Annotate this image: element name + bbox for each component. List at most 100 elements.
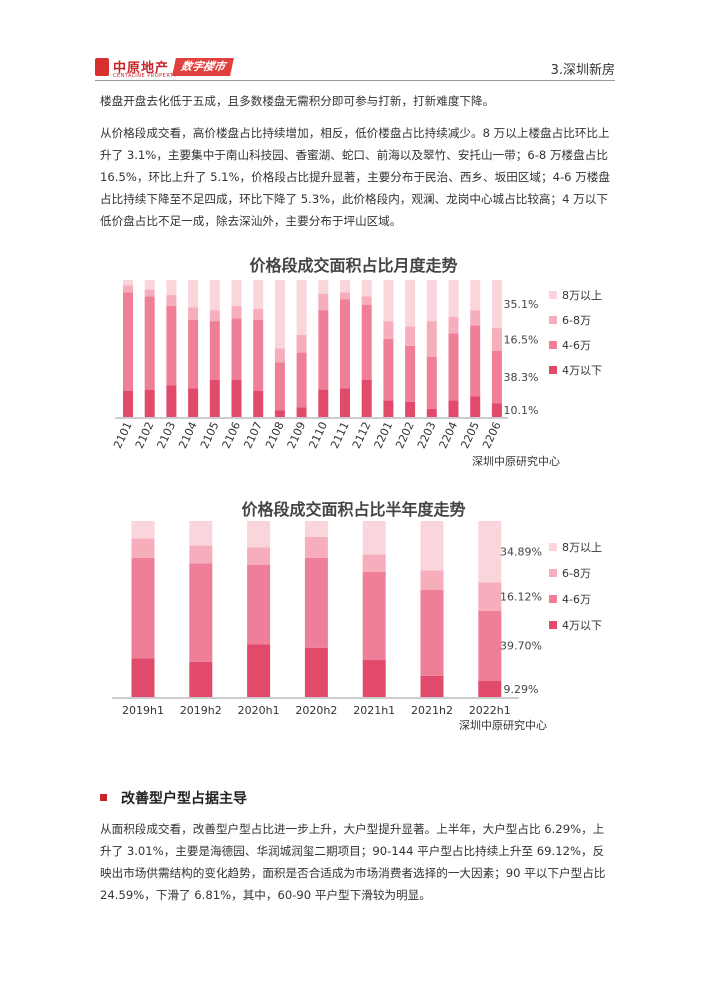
x-tick-label: 2020h2 bbox=[295, 704, 337, 717]
bar-segment bbox=[420, 521, 444, 571]
data-label: 16.12% bbox=[500, 591, 542, 604]
bar-segment bbox=[189, 661, 213, 697]
chart-title-monthly: 价格段成交面积占比月度走势 bbox=[249, 256, 458, 275]
bar-segment bbox=[318, 310, 329, 390]
x-tick-label: 2019h1 bbox=[122, 704, 164, 717]
bar-segment bbox=[131, 538, 155, 558]
bar-segment bbox=[478, 582, 502, 611]
legend-swatch bbox=[549, 595, 557, 603]
bar-segment bbox=[340, 292, 350, 300]
legend-label: 6-8万 bbox=[562, 314, 591, 327]
paragraph-3: 从面积段成交看，改善型户型占比进一步上升，大户型提升显著。上半年，大户型占比 6… bbox=[100, 822, 606, 902]
bar-segment bbox=[123, 292, 133, 391]
bar-segment bbox=[131, 557, 155, 659]
bar-segment bbox=[448, 333, 459, 401]
bar-segment bbox=[340, 388, 350, 417]
bar-segment bbox=[296, 407, 307, 417]
x-tick-label: 2111 bbox=[328, 420, 352, 451]
x-tick-label: 2105 bbox=[198, 420, 222, 451]
paragraph-1: 楼盘开盘去化低于五成，且多数楼盘无需积分即可参与打新，打新难度下降。 bbox=[100, 94, 495, 108]
data-label: 39.70% bbox=[500, 640, 542, 653]
bar-segment bbox=[166, 306, 177, 386]
legend-swatch bbox=[549, 621, 557, 629]
bar-segment bbox=[247, 521, 271, 548]
bar-segment bbox=[188, 280, 199, 308]
bar-segment bbox=[318, 389, 329, 417]
logo-text: 中原地产 bbox=[113, 61, 170, 76]
bar-segment bbox=[362, 521, 386, 555]
bar-segment bbox=[405, 280, 416, 327]
x-tick-label: 2020h1 bbox=[238, 704, 280, 717]
legend-label: 8万以上 bbox=[562, 289, 602, 302]
x-tick-label: 2204 bbox=[437, 420, 461, 451]
bar-segment bbox=[383, 321, 394, 339]
data-label: 10.1% bbox=[504, 404, 539, 417]
bar-segment bbox=[448, 400, 459, 417]
legend-label: 4万以下 bbox=[562, 364, 602, 377]
bar-segment bbox=[274, 280, 285, 349]
bar-segment bbox=[478, 610, 502, 681]
bar-segment bbox=[189, 545, 213, 564]
bar-segment bbox=[405, 326, 416, 346]
bar-segment bbox=[123, 285, 133, 293]
legend-label: 4-6万 bbox=[562, 339, 591, 352]
bar-segment bbox=[188, 388, 199, 417]
legend-swatch bbox=[549, 569, 557, 577]
x-tick-label: 2202 bbox=[393, 420, 417, 451]
x-tick-label: 2019h2 bbox=[180, 704, 222, 717]
bar-segment bbox=[420, 570, 444, 590]
legend-swatch bbox=[549, 543, 557, 551]
x-tick-label: 2021h1 bbox=[353, 704, 395, 717]
header-divider bbox=[95, 80, 615, 81]
bar-segment bbox=[231, 380, 242, 417]
bar-segment bbox=[318, 293, 329, 311]
x-tick-label: 2201 bbox=[372, 420, 396, 451]
data-label: 35.1% bbox=[504, 298, 539, 311]
bar-segment bbox=[253, 319, 264, 391]
legend-label: 8万以上 bbox=[562, 541, 602, 554]
x-tick-label: 2203 bbox=[415, 420, 439, 451]
data-label: 38.3% bbox=[504, 371, 539, 384]
bar-segment bbox=[383, 338, 394, 401]
x-tick-label: 2112 bbox=[350, 420, 374, 451]
bar-segment bbox=[470, 280, 481, 311]
bar-segment bbox=[188, 319, 199, 389]
bar-segment bbox=[361, 280, 372, 297]
bar-segment bbox=[304, 536, 328, 558]
legend-swatch bbox=[549, 291, 557, 299]
bar-segment bbox=[209, 310, 220, 322]
x-tick-label: 2206 bbox=[480, 420, 504, 451]
bar-segment bbox=[131, 658, 155, 697]
bar-segment bbox=[247, 547, 271, 565]
bar-segment bbox=[304, 557, 328, 648]
bar-segment bbox=[470, 396, 481, 417]
bar-segment bbox=[253, 308, 264, 320]
section-title: 3.深圳新房 bbox=[550, 63, 615, 78]
bar-segment bbox=[166, 295, 177, 307]
source-note: 深圳中原研究中心 bbox=[459, 718, 547, 732]
bar-segment bbox=[361, 304, 372, 381]
bar-segment bbox=[426, 280, 437, 322]
bar-segment bbox=[209, 321, 220, 381]
bar-segment bbox=[231, 280, 242, 307]
x-tick-label: 2102 bbox=[133, 420, 157, 451]
bar-segment bbox=[448, 280, 459, 317]
bar-segment bbox=[247, 644, 271, 697]
section-heading-text: 改善型户型占据主导 bbox=[121, 791, 247, 807]
bar-segment bbox=[491, 403, 502, 417]
bar-segment bbox=[491, 328, 502, 351]
centaline-logo-icon bbox=[95, 58, 109, 76]
bar-segment bbox=[144, 289, 155, 297]
bar-segment bbox=[304, 647, 328, 697]
chart-title-halfyear: 价格段成交面积占比半年度走势 bbox=[241, 500, 466, 519]
bar-segment bbox=[491, 280, 502, 329]
bar-segment bbox=[253, 390, 264, 417]
bar-segment bbox=[189, 521, 213, 546]
bar-segment bbox=[361, 296, 372, 305]
bar-segment bbox=[448, 316, 459, 334]
source-note: 深圳中原研究中心 bbox=[472, 454, 560, 468]
x-tick-label: 2107 bbox=[241, 420, 265, 451]
bar-segment bbox=[123, 390, 133, 417]
bar-segment bbox=[405, 345, 416, 402]
bar-segment bbox=[426, 356, 437, 409]
